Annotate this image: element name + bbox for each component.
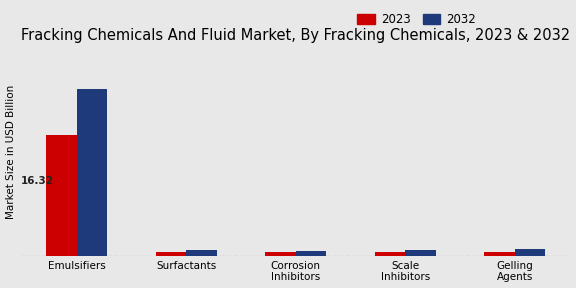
Bar <box>515 249 545 256</box>
Text: 16.32: 16.32 <box>20 176 54 186</box>
Y-axis label: Market Size in USD Billion: Market Size in USD Billion <box>6 85 16 219</box>
Bar <box>406 251 436 256</box>
Legend: 2023, 2032: 2023, 2032 <box>353 9 480 31</box>
Bar <box>374 252 406 256</box>
Bar <box>156 252 186 256</box>
Bar <box>46 135 77 256</box>
Bar <box>484 252 515 256</box>
Bar <box>186 250 217 256</box>
Text: Fracking Chemicals And Fluid Market, By Fracking Chemicals, 2023 & 2032: Fracking Chemicals And Fluid Market, By … <box>21 28 570 43</box>
Bar <box>296 251 327 256</box>
Bar <box>77 89 107 256</box>
Bar <box>265 252 296 256</box>
